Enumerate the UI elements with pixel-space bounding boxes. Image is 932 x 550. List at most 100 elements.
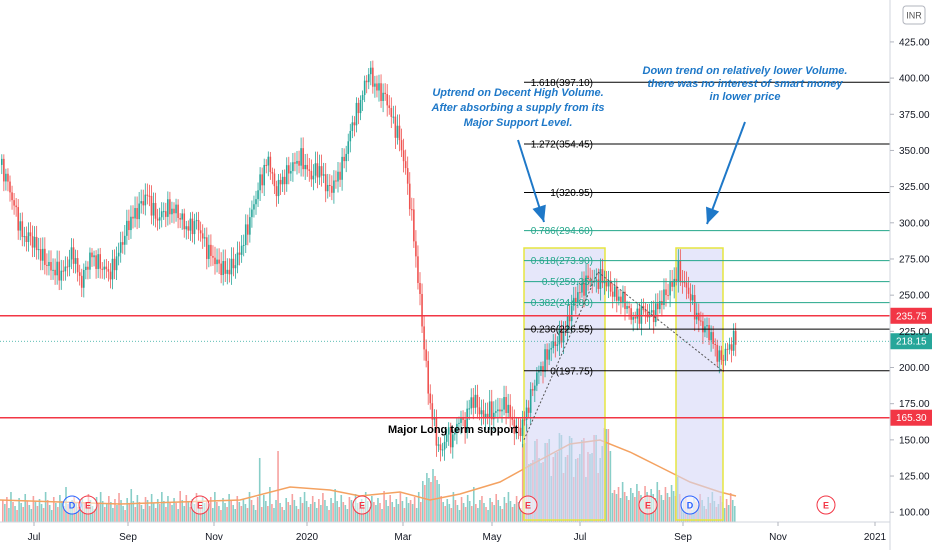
event-marker[interactable] — [190, 495, 210, 515]
candle-body — [5, 173, 7, 182]
candle-body — [622, 291, 624, 303]
candle-body — [417, 256, 419, 283]
candle-body — [1, 158, 3, 165]
volume-bar — [419, 502, 422, 522]
volume-bar — [315, 508, 318, 522]
candle-body — [31, 236, 34, 248]
volume-bar — [146, 500, 149, 522]
candle-body — [474, 394, 477, 408]
candle-body — [138, 203, 140, 220]
candle-body — [484, 413, 487, 419]
volume-bar — [254, 510, 257, 522]
candle-body — [134, 208, 136, 219]
volume-bar — [240, 506, 243, 522]
volume-bar — [161, 492, 163, 522]
volume-bar — [369, 507, 371, 522]
volume-bar — [313, 502, 316, 522]
candle-body — [119, 242, 122, 253]
volume-bar — [52, 497, 55, 522]
volume-bar — [513, 504, 516, 522]
price-axis[interactable]: 100.00 125.00 150.00 175.00 200.00 225.00 250.… — [889, 0, 930, 550]
candle-body — [169, 199, 171, 215]
event-marker[interactable] — [816, 495, 836, 515]
candle-body — [68, 259, 71, 267]
volume-bar — [477, 508, 479, 522]
candle-body — [575, 297, 577, 303]
volume-bar — [623, 492, 626, 522]
candle-body — [730, 344, 733, 351]
volume-bar — [336, 501, 338, 522]
candle-body — [7, 173, 9, 182]
candle-body — [298, 160, 300, 166]
volume-bar — [385, 500, 387, 522]
volume-bar — [632, 493, 634, 522]
candle-body — [121, 242, 124, 245]
volume-bar — [262, 495, 265, 522]
candle-body — [490, 401, 493, 420]
candle-body — [271, 172, 274, 174]
time-axis[interactable]: Jul Sep Nov 2020 Mar May Jul Sep Nov 2021 — [0, 521, 890, 543]
volume-bar — [236, 496, 239, 522]
price-tick-label: 425.00 — [899, 37, 930, 48]
candle-body — [365, 80, 368, 83]
candle-body — [228, 269, 231, 275]
volume-bar — [171, 505, 173, 522]
volume-bar — [409, 500, 412, 522]
last-price-label: 218.15 — [896, 337, 927, 348]
candle-body — [693, 294, 696, 320]
candle-body — [577, 292, 579, 303]
candle-body — [480, 410, 483, 415]
candle-body — [23, 236, 26, 238]
candle-body — [179, 217, 181, 220]
candle-body — [726, 348, 729, 350]
volume-bar — [446, 499, 449, 522]
volume-ma-line — [0, 439, 737, 505]
candle-body — [546, 349, 548, 360]
volume-bar — [619, 498, 622, 522]
candle-body — [540, 366, 542, 371]
candle-body — [300, 148, 302, 166]
candle-body — [521, 419, 524, 436]
candle-body — [39, 249, 42, 261]
candle-body — [173, 208, 175, 214]
candle-body — [558, 329, 561, 345]
candle-body — [601, 269, 604, 284]
candle-body — [611, 291, 614, 297]
candle-body — [64, 266, 67, 272]
candle-body — [220, 263, 222, 276]
candle-body — [404, 161, 407, 169]
candle-body — [115, 256, 118, 271]
candle-body — [111, 258, 114, 280]
volume-bar — [519, 508, 522, 522]
candle-body — [351, 122, 354, 131]
price-tick-label: 125.00 — [899, 472, 930, 483]
price-tick-label: 375.00 — [899, 110, 930, 121]
volume-bar — [375, 505, 377, 522]
candle-body — [431, 403, 434, 420]
volume-bar — [656, 482, 659, 522]
candle-body — [406, 168, 409, 184]
event-marker[interactable] — [638, 495, 658, 515]
volume-bar — [301, 503, 304, 522]
volume-bar — [324, 500, 326, 522]
volume-bar — [517, 502, 520, 522]
volume-bar — [140, 505, 143, 522]
price-tick-label: 225.00 — [899, 327, 930, 338]
candle-body — [185, 226, 188, 230]
candle-body — [667, 295, 669, 297]
fib-label: 0.786(294.60) — [531, 226, 593, 237]
currency-badge[interactable] — [902, 5, 926, 25]
event-marker[interactable] — [680, 495, 700, 515]
support-resistance-lines: 235.75 165.30 218.15 — [0, 307, 932, 426]
volume-bar — [63, 506, 65, 522]
candle-body — [382, 92, 384, 102]
volume-bar — [232, 505, 234, 522]
event-marker[interactable] — [78, 495, 98, 515]
fib-label: 0.236(226.55) — [531, 325, 593, 336]
event-marker[interactable] — [518, 495, 538, 515]
candle-body — [519, 427, 522, 436]
event-marker[interactable] — [352, 495, 372, 515]
candle-body — [314, 163, 317, 176]
event-marker-letter: E — [359, 501, 365, 511]
